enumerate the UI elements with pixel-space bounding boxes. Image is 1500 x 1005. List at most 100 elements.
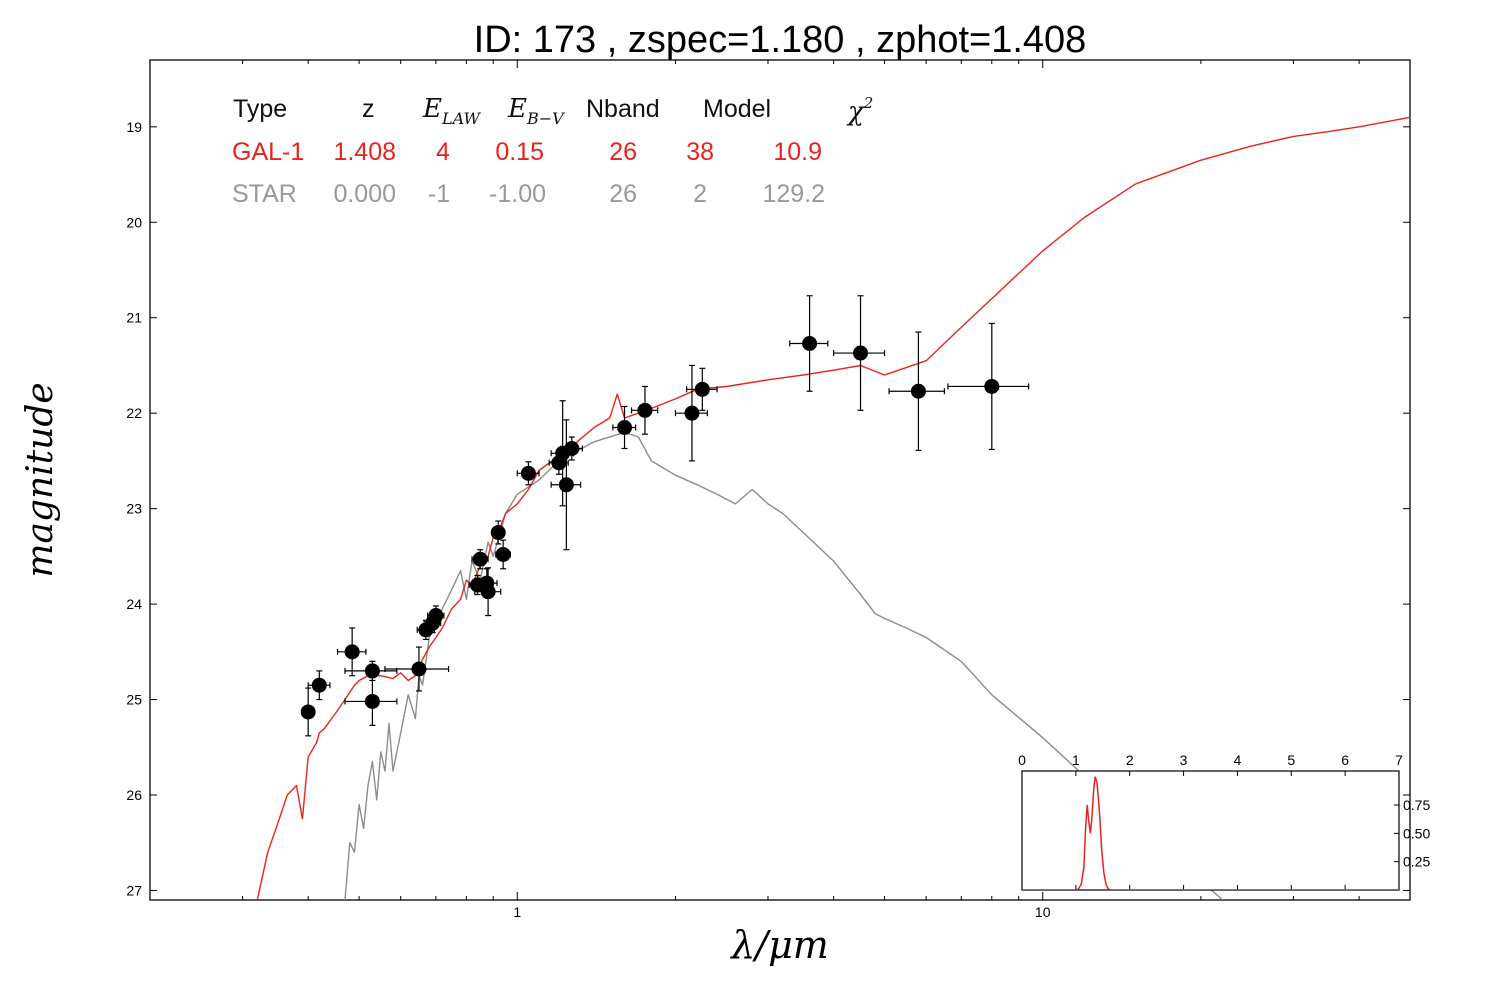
star-elaw: -1 bbox=[428, 180, 450, 208]
star-type: STAR bbox=[232, 180, 297, 208]
data-marker bbox=[558, 477, 574, 493]
photometry-point bbox=[384, 646, 450, 692]
gal-z: 1.408 bbox=[333, 138, 396, 166]
gal-model: 38 bbox=[686, 138, 714, 166]
gal-type: GAL-1 bbox=[232, 138, 304, 166]
main-plot-frame bbox=[149, 59, 1411, 901]
inset-x-tick-label: 0 bbox=[1018, 752, 1026, 768]
inset-y-tick-label: 0.25 bbox=[1403, 854, 1430, 870]
data-marker bbox=[684, 405, 700, 421]
photometry-point bbox=[550, 419, 582, 551]
photometry-point bbox=[516, 461, 540, 486]
photometry-point bbox=[685, 367, 718, 411]
photometry-points bbox=[300, 295, 1030, 737]
svg-text:ELAW: ELAW bbox=[422, 94, 482, 128]
data-marker bbox=[984, 378, 1000, 394]
photometry-point bbox=[833, 295, 886, 411]
star-nband: 26 bbox=[609, 180, 637, 208]
svg-text:χ2: χ2 bbox=[846, 94, 873, 127]
redshift-pdf-inset: 0 1 2 3 4 5 6 7 0.25 0.50 0.75 bbox=[1018, 752, 1430, 891]
y-tick-label: 25 bbox=[126, 692, 142, 708]
table-header-chi2: χ2 bbox=[846, 94, 873, 127]
inset-x-tick-label: 6 bbox=[1341, 752, 1349, 768]
table-header-z: z bbox=[362, 95, 375, 123]
inset-x-tick-label: 1 bbox=[1072, 752, 1080, 768]
y-tick-label: 21 bbox=[126, 310, 142, 326]
data-marker bbox=[300, 704, 316, 720]
inset-y-tick-label: 0.50 bbox=[1403, 825, 1430, 841]
inset-y-ticks: 0.25 0.50 0.75 bbox=[1394, 797, 1430, 870]
photometry-point bbox=[495, 539, 511, 570]
photometry-point bbox=[300, 687, 316, 737]
fit-results-table: Type z ELAW EB−V Nband Model χ2 GAL-1 1.… bbox=[232, 94, 873, 208]
photometry-point bbox=[612, 405, 637, 450]
gal-nband: 26 bbox=[609, 138, 637, 166]
table-row-star: STAR 0.000 -1 -1.00 26 2 129.2 bbox=[232, 180, 825, 208]
star-z: 0.000 bbox=[333, 180, 396, 208]
photometry-point bbox=[426, 605, 445, 626]
data-marker bbox=[311, 677, 327, 693]
inset-x-ticks: 0 1 2 3 4 5 6 7 bbox=[1018, 752, 1403, 890]
photometry-point bbox=[336, 627, 367, 677]
photometry-point bbox=[947, 322, 1030, 451]
y-tick-label: 23 bbox=[126, 501, 142, 517]
inset-pdf-curve bbox=[1022, 776, 1399, 890]
x-axis-label: λ/μm bbox=[729, 923, 829, 967]
y-tick-label: 19 bbox=[126, 119, 142, 135]
data-marker bbox=[910, 383, 926, 399]
svg-text:EB−V: EB−V bbox=[507, 94, 565, 128]
y-axis-label: magnitude bbox=[20, 382, 61, 577]
y-tick-label: 27 bbox=[126, 882, 142, 898]
photometry-point bbox=[344, 676, 398, 726]
inset-x-tick-label: 3 bbox=[1180, 752, 1188, 768]
table-header-ebv: EB−V bbox=[507, 94, 565, 128]
photometry-point bbox=[888, 331, 946, 452]
data-marker bbox=[411, 661, 427, 677]
table-row-gal: GAL-1 1.408 4 0.15 26 38 10.9 bbox=[232, 138, 822, 166]
data-marker bbox=[637, 402, 653, 418]
table-header-model: Model bbox=[703, 95, 771, 123]
photometry-point bbox=[674, 364, 708, 462]
y-tick-label: 20 bbox=[126, 214, 142, 230]
table-header-elaw: ELAW bbox=[422, 94, 482, 128]
gal-elaw: 4 bbox=[436, 138, 450, 166]
data-marker bbox=[364, 663, 380, 679]
photometry-point bbox=[789, 295, 829, 392]
photometry-point bbox=[630, 385, 659, 435]
data-marker bbox=[472, 551, 488, 567]
data-marker bbox=[490, 525, 506, 540]
inset-x-tick-label: 4 bbox=[1234, 752, 1242, 768]
y-tick-label: 22 bbox=[126, 405, 142, 421]
star-ebv: -1.00 bbox=[489, 180, 546, 208]
photometry-point bbox=[560, 436, 583, 461]
x-tick-label: 1 bbox=[513, 904, 521, 920]
data-marker bbox=[495, 546, 511, 562]
inset-x-tick-label: 7 bbox=[1395, 752, 1403, 768]
pdf-curve bbox=[1022, 776, 1399, 890]
photometry-point bbox=[474, 567, 502, 617]
photometry-point bbox=[471, 549, 489, 570]
data-marker bbox=[617, 420, 633, 435]
data-marker bbox=[564, 441, 580, 456]
inset-x-tick-label: 5 bbox=[1287, 752, 1295, 768]
table-header-nband: Nband bbox=[586, 95, 660, 123]
y-tick-label: 26 bbox=[126, 787, 142, 803]
data-marker bbox=[480, 584, 496, 600]
gal-chi2: 10.9 bbox=[773, 138, 822, 166]
gal-ebv: 0.15 bbox=[495, 138, 544, 166]
data-marker bbox=[853, 345, 869, 361]
star-model: 2 bbox=[693, 180, 707, 208]
inset-x-tick-label: 2 bbox=[1126, 752, 1134, 768]
data-marker bbox=[694, 381, 710, 397]
x-axis-ticks: 1 1 0 bbox=[149, 60, 1411, 920]
inset-frame bbox=[1021, 770, 1400, 891]
chart-title: ID: 173 , zspec=1.180 , zphot=1.408 bbox=[474, 19, 1087, 61]
table-header-type: Type bbox=[233, 95, 287, 123]
inset-y-tick-label: 0.75 bbox=[1403, 797, 1430, 813]
star-model-curve bbox=[344, 431, 1224, 900]
photometry-point bbox=[307, 670, 331, 701]
data-marker bbox=[802, 336, 818, 351]
data-marker bbox=[520, 465, 536, 481]
